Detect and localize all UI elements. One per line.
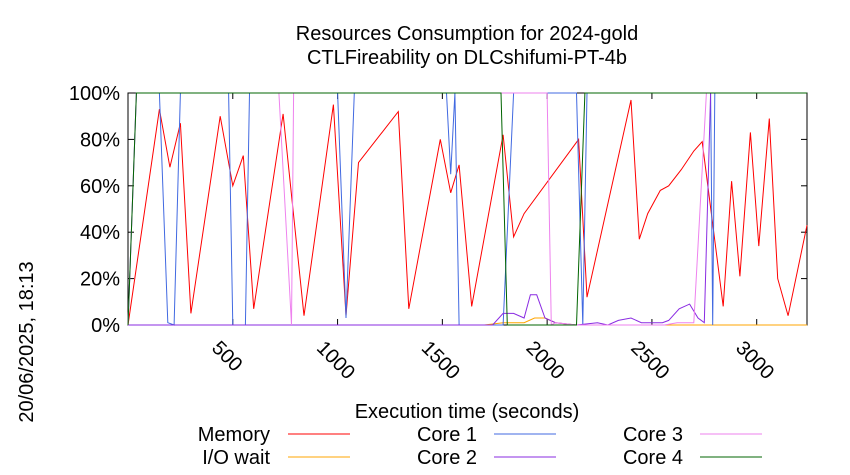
timestamp-label: 20/06/2025, 18:13 (16, 261, 38, 422)
y-tick-label: 100% (69, 83, 120, 105)
chart-title: Resources Consumption for 2024-gold (296, 23, 638, 45)
x-tick-label: 2500 (626, 337, 673, 384)
series-line-core-2 (128, 92, 807, 326)
y-tick-label: 80% (80, 129, 120, 151)
series-line-memory (127, 99, 808, 326)
legend-label: Memory (198, 424, 270, 446)
y-tick-label: 40% (80, 222, 120, 244)
x-tick-label: 2000 (522, 337, 569, 384)
x-tick-label: 1500 (417, 337, 464, 384)
legend-label: Core 3 (623, 424, 683, 446)
x-tick-label: 3000 (731, 337, 778, 384)
y-tick-label: 60% (80, 176, 120, 198)
legend-label: Core 2 (417, 447, 477, 469)
x-tick-label: 1000 (312, 337, 359, 384)
series-line-i-o-wait (128, 317, 807, 326)
x-tick-label: 500 (207, 337, 246, 376)
y-axis: 0% 20% 40% 60% 80% 100% (69, 83, 807, 337)
x-axis-label: Execution time (seconds) (355, 401, 580, 423)
y-tick-label: 0% (91, 315, 120, 337)
legend-label: I/O wait (202, 447, 270, 469)
legend-label: Core 4 (623, 447, 683, 469)
series-line-core-4 (127, 92, 807, 326)
chart-subtitle: CTLFireability on DLCshifumi-PT-4b (307, 47, 627, 69)
y-tick-label: 20% (80, 269, 120, 291)
series-lines (127, 92, 808, 326)
legend-label: Core 1 (417, 424, 477, 446)
